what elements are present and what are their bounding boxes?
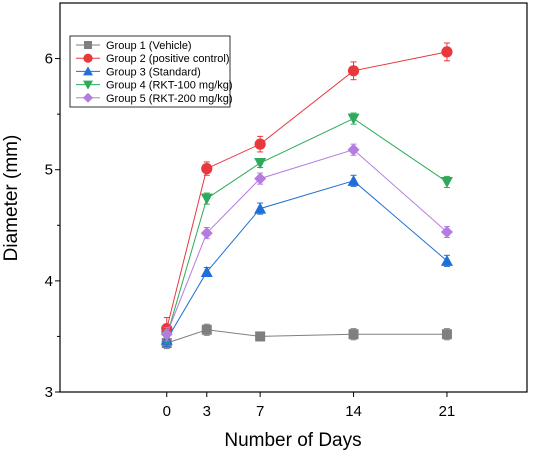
legend-marker bbox=[83, 80, 93, 90]
data-point bbox=[201, 324, 212, 335]
series-5 bbox=[160, 143, 453, 342]
series-layer bbox=[160, 42, 453, 350]
series-line bbox=[166, 180, 448, 341]
legend-marker bbox=[83, 66, 93, 76]
y-tick-label: 3 bbox=[45, 384, 53, 401]
x-tick-label: 3 bbox=[203, 403, 211, 420]
x-axis-title: Number of Days bbox=[224, 430, 361, 451]
series-3 bbox=[160, 174, 453, 347]
data-point bbox=[440, 176, 453, 188]
x-tick-label: 21 bbox=[439, 403, 456, 420]
data-point bbox=[254, 172, 267, 185]
y-tick-label: 4 bbox=[45, 273, 53, 290]
data-point bbox=[200, 227, 213, 240]
legend-item: Group 2 (positive control) bbox=[76, 53, 230, 65]
data-point bbox=[200, 193, 213, 205]
plot-frame bbox=[59, 2, 528, 393]
data-point bbox=[440, 225, 453, 238]
data-point bbox=[254, 158, 267, 170]
data-point bbox=[441, 329, 452, 340]
legend-marker bbox=[84, 41, 92, 49]
legend: Group 1 (Vehicle)Group 2 (positive contr… bbox=[69, 35, 233, 108]
y-tick-label: 5 bbox=[45, 162, 53, 179]
data-point bbox=[440, 254, 453, 266]
data-point bbox=[347, 143, 360, 156]
data-point bbox=[347, 65, 360, 77]
legend-label: Group 4 (RKT-100 mg/kg) bbox=[106, 80, 233, 92]
data-point bbox=[201, 163, 213, 175]
legend-item: Group 3 (Standard) bbox=[76, 66, 201, 78]
data-point bbox=[254, 138, 266, 150]
data-point bbox=[254, 202, 267, 214]
y-tick-label: 6 bbox=[45, 51, 53, 68]
x-tick-label: 0 bbox=[163, 403, 171, 420]
y-axis-title: Diameter (mm) bbox=[1, 135, 22, 262]
data-point bbox=[347, 113, 360, 125]
legend-label: Group 3 (Standard) bbox=[106, 66, 201, 78]
axis-ticks: 0 3 7 14 21 3 4 5 6 bbox=[45, 51, 456, 420]
legend-label: Group 5 (RKT-200 mg/kg) bbox=[106, 93, 233, 105]
legend-item: Group 4 (RKT-100 mg/kg) bbox=[76, 80, 233, 92]
series-1 bbox=[161, 323, 452, 350]
data-point bbox=[160, 328, 173, 341]
series-line bbox=[166, 149, 448, 335]
data-point bbox=[441, 46, 453, 58]
data-point bbox=[347, 174, 360, 186]
legend-marker bbox=[83, 53, 93, 63]
legend-item: Group 5 (RKT-200 mg/kg) bbox=[76, 92, 233, 105]
data-point bbox=[348, 329, 359, 340]
legend-label: Group 1 (Vehicle) bbox=[106, 40, 192, 52]
x-tick-label: 7 bbox=[256, 403, 264, 420]
legend-item: Group 1 (Vehicle) bbox=[76, 40, 192, 52]
legend-label: Group 2 (positive control) bbox=[106, 53, 230, 65]
data-point bbox=[200, 265, 213, 277]
legend-marker bbox=[83, 92, 93, 103]
data-point bbox=[255, 331, 266, 342]
x-tick-label: 14 bbox=[345, 403, 362, 420]
